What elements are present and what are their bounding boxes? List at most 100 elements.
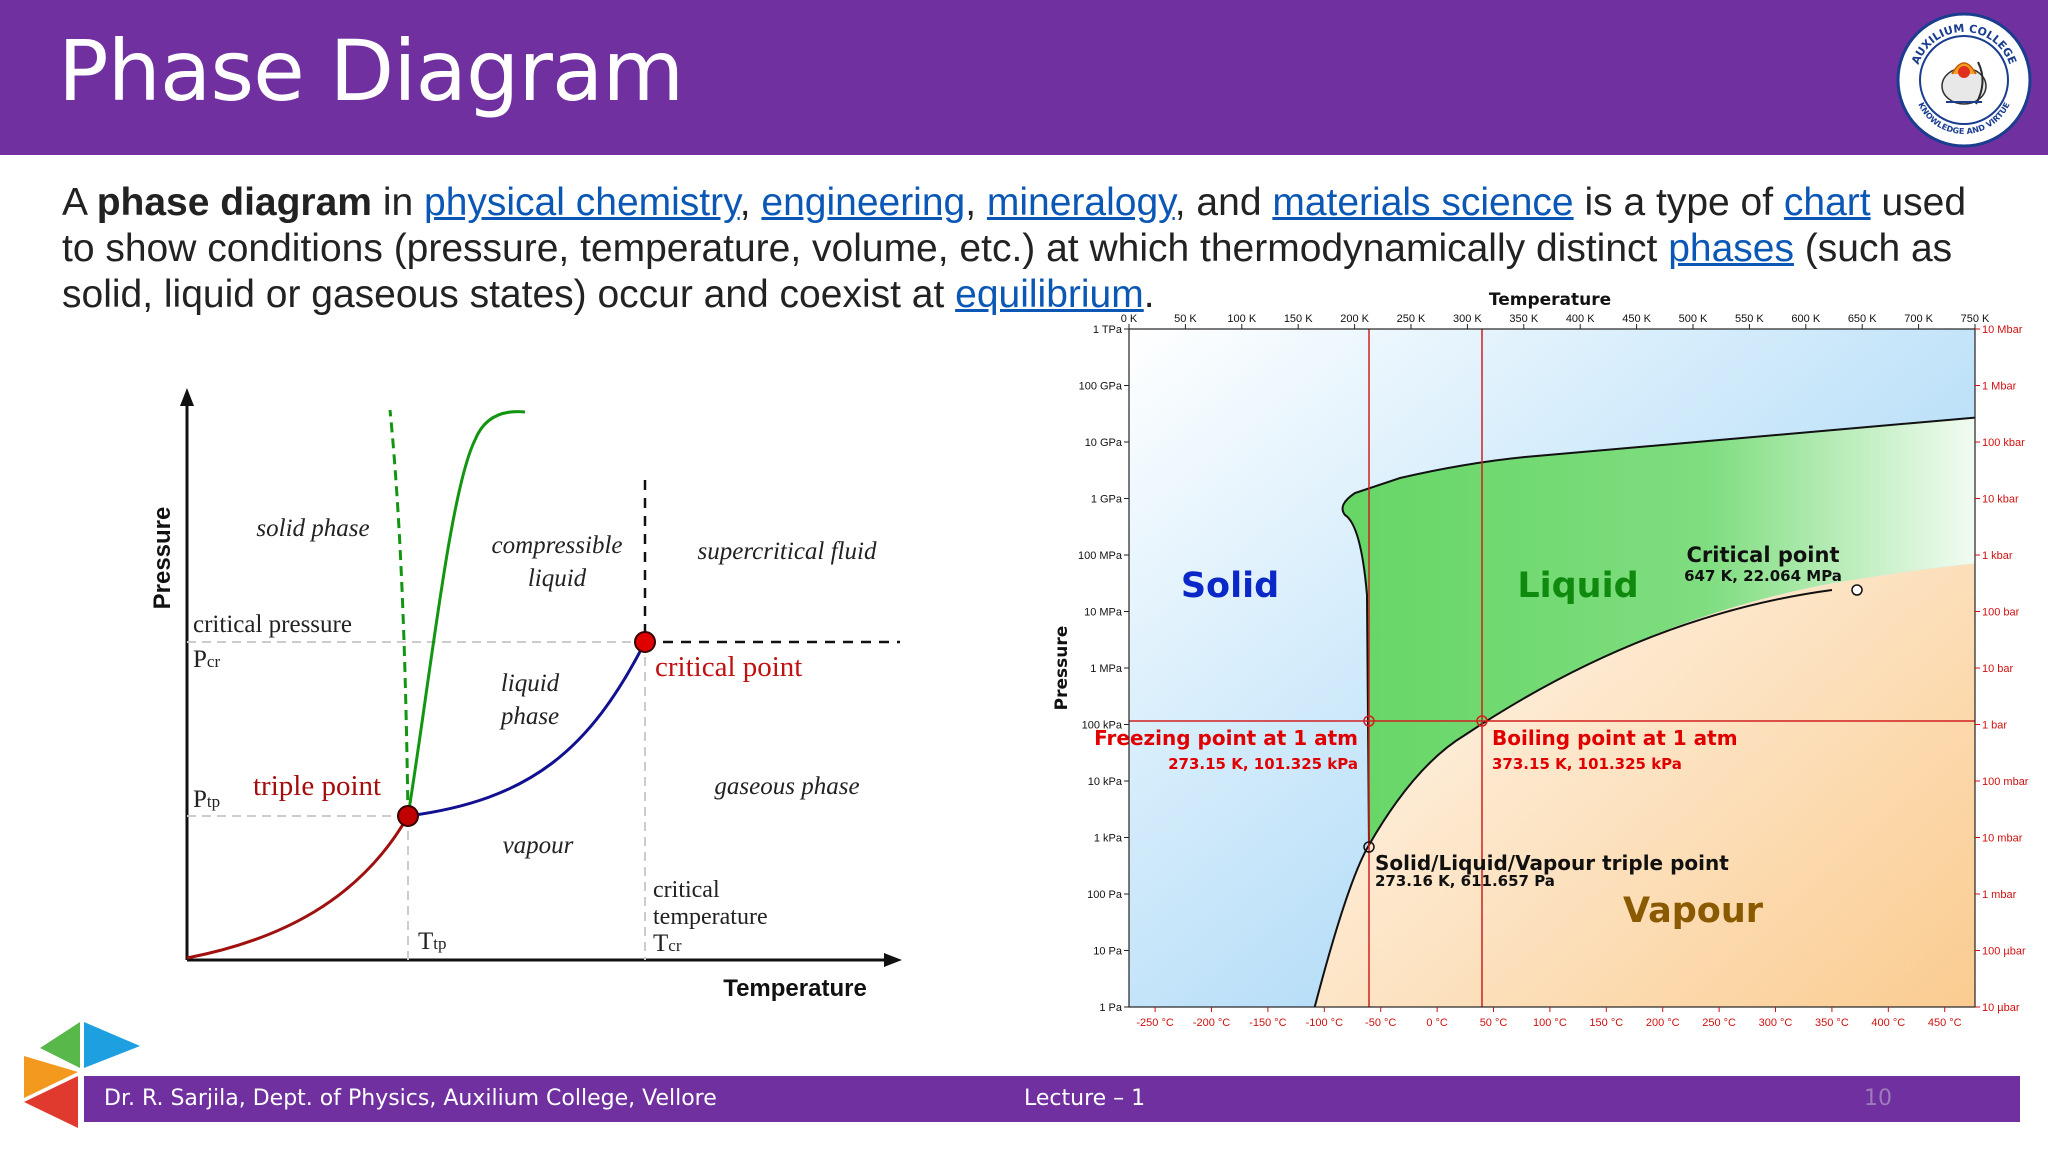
boiling-point-value: 373.15 K, 101.325 kPa [1492, 755, 1682, 773]
link-physical-chemistry[interactable]: physical chemistry [424, 181, 740, 224]
x-bottom-tick-label: 50 °C [1480, 1017, 1508, 1029]
compressible-liquid-label-1: compressible [492, 532, 623, 559]
liquid-region [1342, 417, 1975, 845]
header-bar [0, 0, 2048, 155]
y-left-tick-label: 10 Pa [1093, 946, 1123, 958]
y-left-tick-label: 1 Pa [1099, 1002, 1123, 1014]
x-top-tick-label: 50 K [1174, 313, 1197, 325]
compressible-liquid-label-2: liquid [528, 565, 587, 592]
supercritical-fluid-label: supercritical fluid [698, 538, 877, 565]
footer-page-number: 10 [1864, 1086, 1892, 1111]
t-cr-label: Tcr [653, 930, 682, 957]
footer-author: Dr. R. Sarjila, Dept. of Physics, Auxili… [104, 1086, 717, 1111]
x-top-tick-label: 400 K [1566, 313, 1595, 325]
x-bottom-tick-label: 0 °C [1426, 1017, 1448, 1029]
intro-text: , [739, 181, 762, 224]
critical-point-title: Critical point [1687, 543, 1840, 567]
y-axis-arrow-icon [180, 388, 194, 406]
y-right-tick-label: 10 bar [1982, 663, 2014, 675]
y-right-tick-label: 10 Mbar [1982, 324, 2023, 336]
triple-point-title: Solid/Liquid/Vapour triple point [1375, 851, 1729, 875]
y-left-tick-label: 100 Pa [1087, 889, 1123, 901]
page-title: Phase Diagram [58, 22, 684, 120]
critical-temperature-label-1: critical [653, 877, 720, 903]
y-right-tick-label: 1 bar [1982, 720, 2007, 732]
liquid-region-label: Liquid [1517, 566, 1638, 606]
y-right-tick-label: 100 kbar [1982, 437, 2025, 449]
intro-text: (such as solid, liquid or gaseous states… [62, 227, 1953, 316]
intro-text: , and [1174, 181, 1273, 224]
y-right-tick-label: 10 kbar [1982, 494, 2019, 506]
sublimation-curve [1313, 844, 1370, 1007]
link-materials-science[interactable]: materials science [1272, 181, 1574, 224]
critical-point-label: critical point [655, 651, 802, 683]
vapour-region-label: Vapour [1623, 891, 1764, 931]
x-bottom-tick-label: -100 °C [1306, 1017, 1343, 1029]
x-bottom-tick-label: -200 °C [1193, 1017, 1230, 1029]
y-right-tick-label: 10 mbar [1982, 833, 2023, 845]
intro-text: is a type of [1573, 181, 1784, 224]
intro-text: . [1143, 273, 1155, 316]
intro-text: used to show conditions (pressure, tempe… [62, 181, 1967, 270]
anomalous-melting-curve [388, 409, 410, 817]
x-bottom-tick-label: -150 °C [1249, 1017, 1286, 1029]
y-right-tick-label: 1 kbar [1982, 550, 2013, 562]
freezing-point-title: Freezing point at 1 atm [1094, 726, 1358, 750]
x-bottom-tick-label: 200 °C [1646, 1017, 1680, 1029]
link-engineering[interactable]: engineering [761, 181, 966, 224]
intro-bold-term: phase diagram [96, 181, 372, 224]
link-chart[interactable]: chart [1783, 181, 1871, 224]
boiling-point-marker [1476, 715, 1488, 727]
intro-text: in [371, 181, 425, 224]
x-bottom-tick-label: 250 °C [1702, 1017, 1736, 1029]
boiling-point-title: Boiling point at 1 atm [1492, 726, 1738, 750]
intro-paragraph: A phase diagram in physical chemistry, e… [62, 180, 1992, 318]
footer-bar [84, 1076, 2020, 1122]
x-bottom-tick-label: 300 °C [1759, 1017, 1793, 1029]
footer-lecture: Lecture – 1 [1024, 1086, 1146, 1111]
solid-phase-label: solid phase [256, 515, 369, 542]
p-tp-label: Ptp [193, 786, 220, 813]
x-top-tick-label: 600 K [1791, 313, 1820, 325]
y-left-tick-label: 1 kPa [1094, 833, 1123, 845]
x-bottom-tick-label: 400 °C [1871, 1017, 1905, 1029]
x-top-tick-label: 450 K [1622, 313, 1651, 325]
x-top-tick-label: 350 K [1509, 313, 1538, 325]
critical-pressure-label: critical pressure [193, 611, 352, 638]
x-bottom-tick-label: 100 °C [1533, 1017, 1567, 1029]
link-mineralogy[interactable]: mineralogy [986, 181, 1175, 224]
y-left-tick-label: 100 kPa [1082, 720, 1123, 732]
triple-point-marker [1363, 841, 1375, 853]
x-top-tick-label: 650 K [1848, 313, 1877, 325]
x-top-tick-label: 300 K [1453, 313, 1482, 325]
p-cr-label: Pcr [193, 646, 220, 673]
y-right-tick-label: 100 bar [1982, 607, 2020, 619]
y-left-tick-label: 10 kPa [1088, 776, 1123, 788]
y-left-tick-label: 1 MPa [1090, 663, 1123, 675]
chart-y-label: Pressure [1052, 626, 1072, 711]
link-phases[interactable]: phases [1668, 227, 1794, 270]
liquid-phase-label-1: liquid [501, 670, 560, 697]
y-axis-label: Pressure [149, 507, 176, 610]
critical-point-marker [634, 631, 656, 653]
freezing-point-value: 273.15 K, 101.325 kPa [1168, 755, 1358, 773]
plot-area [1129, 329, 1975, 1007]
x-bottom-tick-label: -250 °C [1136, 1017, 1173, 1029]
t-tp-label: Ttp [418, 928, 447, 955]
vapour-label: vapour [503, 832, 574, 859]
liquid-phase-label-2: phase [499, 703, 559, 730]
y-left-tick-label: 100 MPa [1078, 550, 1123, 562]
critical-point-marker [1851, 584, 1863, 596]
sublimation-curve [186, 815, 410, 960]
y-left-tick-label: 100 GPa [1079, 381, 1123, 393]
vapour-region [1314, 563, 1975, 1007]
freezing-point-marker [1363, 715, 1375, 727]
x-bottom-tick-label: 350 °C [1815, 1017, 1849, 1029]
melting-curve [1341, 416, 1975, 846]
critical-point-value: 647 K, 22.064 MPa [1684, 567, 1842, 585]
x-top-tick-label: 150 K [1284, 313, 1313, 325]
x-axis-label: Temperature [723, 975, 867, 1002]
link-equilibrium[interactable]: equilibrium [955, 273, 1144, 316]
x-top-tick-label: 750 K [1961, 313, 1990, 325]
x-top-tick-label: 700 K [1904, 313, 1933, 325]
